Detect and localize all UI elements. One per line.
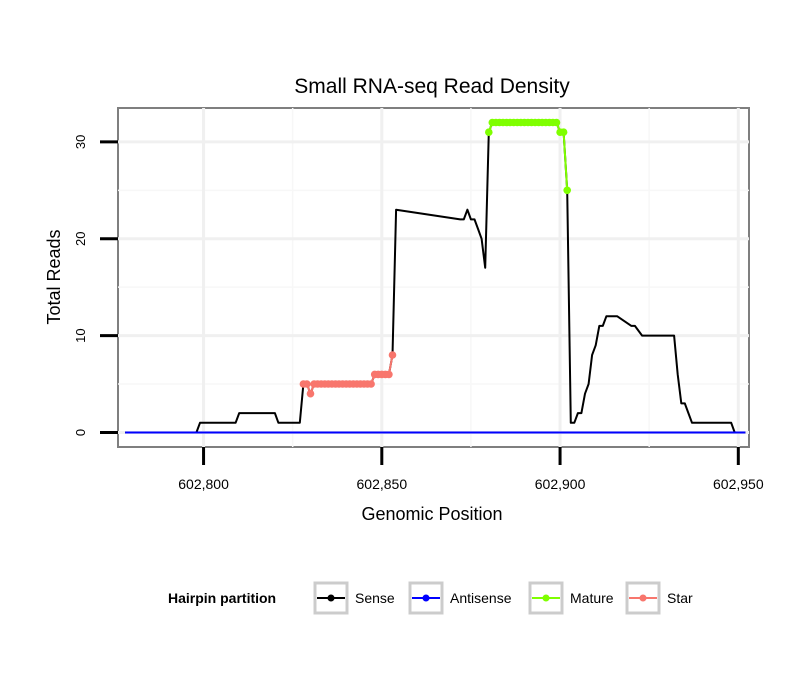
legend-item-sense: Sense [313, 581, 395, 615]
legend-label: Sense [355, 590, 395, 606]
legend-key-point [422, 594, 430, 602]
legend-label: Star [667, 590, 693, 606]
chart-title: Small RNA-seq Read Density [294, 75, 570, 98]
data-point-star [306, 389, 315, 398]
x-tick-label: 602,900 [535, 476, 586, 492]
x-tick-label: 602,800 [178, 476, 229, 492]
x-tick-label: 602,950 [713, 476, 764, 492]
data-point-mature [559, 128, 568, 136]
legend-item-mature: Mature [528, 581, 614, 615]
legend-key-point [327, 594, 335, 602]
y-tick-label: 0 [73, 429, 88, 436]
x-axis-label: Genomic Position [361, 504, 502, 524]
data-point-mature [485, 128, 493, 136]
plot-panel [117, 107, 750, 448]
legend-item-antisense: Antisense [408, 581, 512, 615]
data-point-star [303, 380, 311, 388]
legend-key-point [639, 594, 647, 602]
legend-key-point [542, 594, 550, 602]
legend-label: Antisense [450, 590, 512, 606]
axes: 0 10 20 30 602,800 602,850 602,900 602,950 [73, 135, 764, 492]
y-tick-label: 20 [73, 232, 88, 246]
y-tick-label: 10 [73, 328, 88, 342]
legend: Hairpin partition Sense Antisense Mature St… [168, 581, 693, 615]
data-point-star [388, 351, 397, 359]
legend-label: Mature [570, 590, 614, 606]
data-point-star [367, 380, 375, 388]
data-point-mature [563, 186, 571, 195]
x-tick-label: 602,850 [357, 476, 408, 492]
series-markers [299, 118, 571, 398]
legend-title: Hairpin partition [168, 590, 276, 606]
data-point-star [385, 370, 393, 379]
y-axis-label: Total Reads [44, 229, 64, 324]
y-tick-label: 30 [73, 135, 88, 149]
legend-item-star: Star [625, 581, 693, 615]
data-point-mature [552, 118, 561, 127]
